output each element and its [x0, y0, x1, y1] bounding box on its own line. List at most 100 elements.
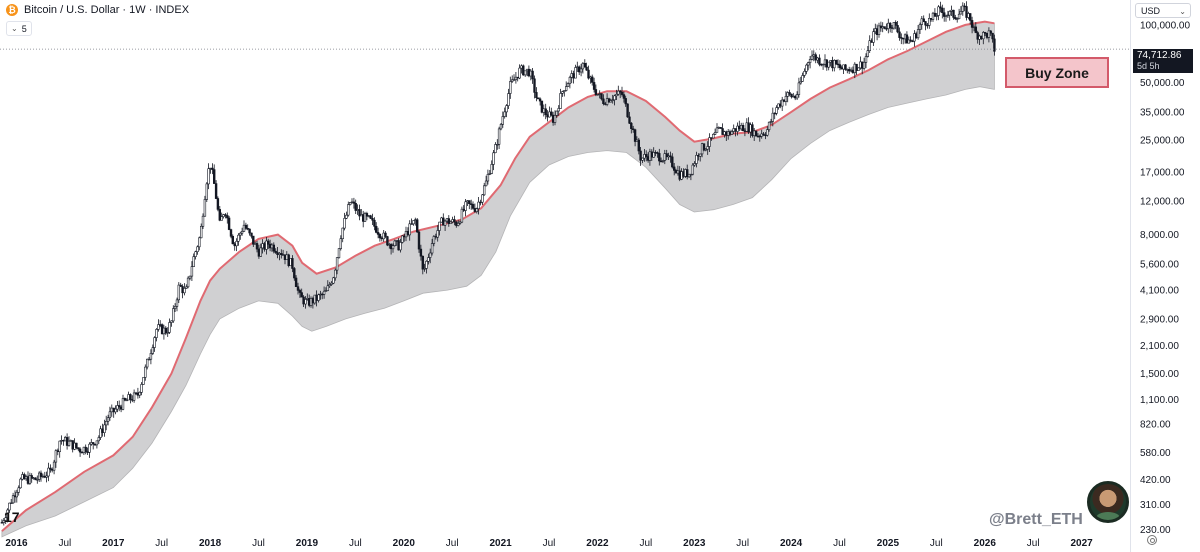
candle-body: [259, 247, 262, 257]
candle-body: [991, 32, 994, 40]
candle-body: [868, 40, 871, 52]
candle-body: [425, 260, 428, 269]
candle: [280, 249, 283, 259]
candle-body: [266, 240, 270, 245]
candle-body: [762, 133, 765, 136]
candle-body: [423, 268, 426, 270]
candle-body: [959, 11, 963, 15]
candle-body: [159, 324, 162, 326]
candle: [715, 123, 719, 133]
candle-body: [799, 81, 803, 84]
candle: [535, 87, 538, 102]
candle-body: [955, 18, 959, 20]
candle-body: [421, 255, 424, 270]
candle-body: [857, 67, 860, 71]
candle-body: [17, 487, 20, 493]
candle-body: [814, 54, 817, 61]
candle-body: [600, 93, 603, 100]
tradingview-logo-icon[interactable]: 17: [4, 509, 20, 525]
candle-body: [386, 236, 389, 246]
candle: [751, 122, 754, 138]
candle: [415, 218, 419, 233]
candle-body: [114, 408, 117, 413]
candle: [801, 72, 804, 82]
indicators-toggle[interactable]: ⌄ 5: [6, 21, 32, 36]
symbol-title[interactable]: Bitcoin / U.S. Dollar · 1W · INDEX: [24, 4, 190, 16]
candle-body: [550, 111, 553, 116]
candle: [762, 132, 765, 137]
candle-body: [749, 124, 752, 133]
buy-zone-box[interactable]: Buy Zone: [1005, 57, 1109, 88]
candle: [855, 63, 858, 75]
candle-body: [818, 57, 821, 65]
candle-body: [196, 246, 199, 253]
candle: [227, 215, 231, 231]
candle-body: [538, 98, 542, 102]
currency-selector[interactable]: USD ⌄: [1135, 3, 1191, 18]
candle: [877, 22, 881, 38]
candle-body: [415, 219, 419, 233]
candle-body: [432, 236, 436, 244]
candle: [592, 77, 596, 93]
candle-body: [276, 252, 279, 255]
candle-body: [728, 131, 732, 135]
candle: [641, 157, 644, 164]
candle-body: [401, 235, 404, 243]
candle-body: [242, 224, 246, 232]
candle: [103, 419, 106, 437]
candle-body: [944, 15, 948, 17]
candle: [974, 22, 978, 34]
candle-body: [347, 204, 350, 216]
candle-body: [935, 15, 938, 17]
candle-body: [92, 442, 95, 445]
candle-body: [261, 243, 264, 249]
gear-icon[interactable]: [1147, 535, 1157, 545]
candle-body: [294, 277, 298, 287]
candle-body: [553, 115, 557, 123]
candle: [585, 62, 588, 71]
candle: [780, 96, 784, 111]
candle-body: [345, 214, 348, 219]
candle-body: [209, 167, 212, 170]
candle: [121, 394, 125, 411]
candle: [440, 216, 443, 223]
x-tick-label: Jul: [155, 538, 168, 549]
candle-body: [391, 245, 395, 250]
candle: [322, 286, 326, 299]
candle-body: [471, 204, 475, 209]
x-tick-label: 2021: [489, 538, 512, 549]
candle-body: [866, 50, 870, 57]
candle: [8, 502, 11, 513]
candle-body: [870, 40, 873, 43]
candle-body: [440, 217, 443, 223]
candle-body: [648, 151, 652, 161]
candle-body: [782, 99, 786, 102]
candle-body: [628, 116, 631, 124]
candle: [384, 231, 387, 239]
candle-body: [836, 63, 840, 66]
candle: [496, 139, 499, 150]
candle-body: [514, 76, 518, 80]
candle-body: [6, 509, 9, 518]
x-tick-label: Jul: [736, 538, 749, 549]
x-tick-label: Jul: [833, 538, 846, 549]
candle: [538, 97, 542, 106]
candle-body: [496, 144, 499, 146]
x-tick-label: 2024: [780, 538, 803, 549]
candle-body: [855, 63, 858, 71]
candle: [481, 194, 484, 205]
candle: [497, 126, 501, 149]
candle-body: [684, 169, 687, 177]
candle-body: [924, 21, 927, 26]
candle-body: [118, 405, 121, 408]
candle-body: [507, 93, 510, 106]
candle-body: [693, 163, 696, 166]
candle-body: [942, 12, 946, 17]
candle: [583, 59, 587, 68]
candle-body: [410, 223, 413, 225]
candle: [689, 173, 693, 181]
price-axis-panel[interactable]: [1130, 0, 1200, 552]
candle-body: [374, 226, 378, 233]
candle: [955, 17, 959, 23]
